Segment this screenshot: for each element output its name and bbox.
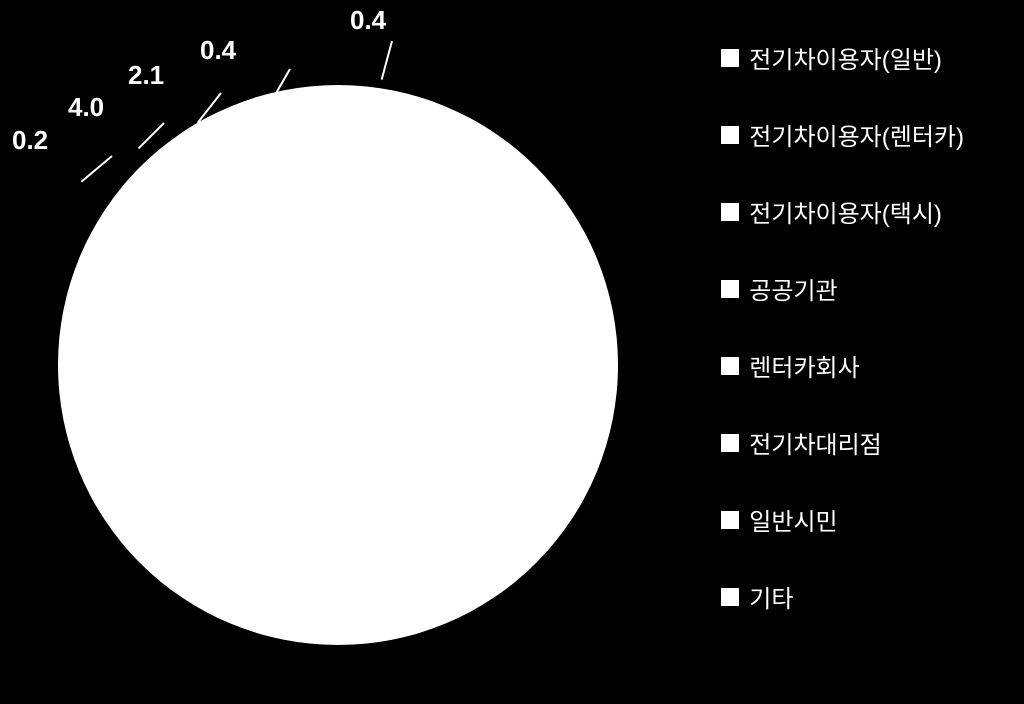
legend-item-6: 일반시민: [721, 502, 964, 537]
legend-label: 전기차이용자(일반): [749, 40, 942, 75]
legend-marker-icon: [721, 588, 739, 606]
legend-item-1: 전기차이용자(렌터카): [721, 117, 964, 152]
slice-label-2: 2.1: [128, 60, 164, 91]
legend-label: 일반시민: [749, 502, 837, 537]
slice-label-0: 0.4: [350, 5, 386, 36]
legend-item-5: 전기차대리점: [721, 425, 964, 460]
slice-label-4: 0.2: [12, 125, 48, 156]
legend-marker-icon: [721, 280, 739, 298]
legend-label: 전기차이용자(렌터카): [749, 117, 964, 152]
pie-chart-container: 0.4 0.4 2.1 4.0 0.2 전기차이용자(일반) 전기차이용자(렌터…: [0, 0, 1024, 704]
legend-item-0: 전기차이용자(일반): [721, 40, 964, 75]
legend-item-7: 기타: [721, 579, 964, 614]
legend-label: 렌터카회사: [749, 348, 859, 383]
legend-label: 기타: [749, 579, 793, 614]
slice-label-3: 4.0: [68, 92, 104, 123]
legend-label: 공공기관: [749, 271, 837, 306]
leader-line-0: [381, 41, 393, 80]
legend-marker-icon: [721, 49, 739, 67]
legend-label: 전기차대리점: [749, 425, 881, 460]
legend: 전기차이용자(일반) 전기차이용자(렌터카) 전기차이용자(택시) 공공기관 렌…: [721, 40, 964, 614]
legend-marker-icon: [721, 434, 739, 452]
legend-item-4: 렌터카회사: [721, 348, 964, 383]
legend-marker-icon: [721, 203, 739, 221]
legend-marker-icon: [721, 126, 739, 144]
legend-marker-icon: [721, 357, 739, 375]
leader-line-3: [138, 122, 165, 149]
legend-marker-icon: [721, 511, 739, 529]
legend-label: 전기차이용자(택시): [749, 194, 942, 229]
slice-label-1: 0.4: [200, 35, 236, 66]
leader-line-4: [81, 155, 113, 182]
legend-item-3: 공공기관: [721, 271, 964, 306]
pie-circle: [58, 85, 618, 645]
legend-item-2: 전기차이용자(택시): [721, 194, 964, 229]
